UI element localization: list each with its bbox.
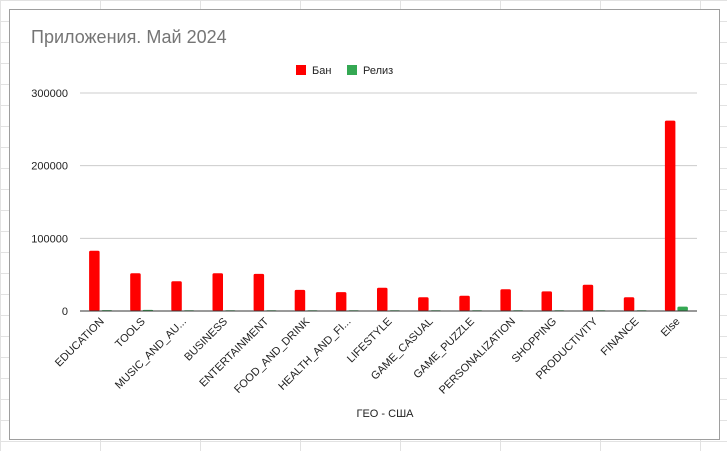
legend-swatch-release	[347, 65, 357, 75]
bar-ban	[335, 292, 347, 311]
bar-ban	[171, 281, 182, 311]
y-tick-label: 100000	[31, 233, 68, 245]
bar-ban	[294, 289, 306, 311]
chart-title: Приложения. Май 2024	[31, 27, 227, 47]
legend-label-release: Релиз	[363, 65, 393, 77]
x-axis-ticks: EDUCATION TOOLSMUSIC_AND_AU...BUSINESSENT…	[53, 315, 683, 396]
x-tick-label: PERSONALIZATION	[437, 316, 518, 397]
x-tick-label: TOOLS	[113, 316, 148, 351]
gridlines	[80, 92, 697, 239]
bar-ban	[582, 284, 594, 311]
x-tick-label: ENTERTAINMENT	[197, 315, 271, 389]
bar-ban	[253, 273, 265, 311]
x-axis-title: ГЕО - США	[357, 408, 415, 420]
y-tick-label: 200000	[31, 161, 68, 173]
x-tick-label: EDUCATION	[53, 316, 107, 370]
bar-ban	[418, 297, 429, 311]
x-tick-label: Else	[659, 316, 683, 340]
x-tick-label: FOOD_AND_DRINK	[232, 315, 313, 396]
chart-card: Приложения. Май 2024 Бан Релиз 0 100000 20…	[9, 9, 720, 440]
bar-release	[677, 306, 688, 311]
bars	[89, 120, 688, 311]
x-tick-label: MUSIC_AND_AU...	[113, 316, 189, 392]
legend[interactable]: Бан Релиз	[296, 65, 393, 77]
legend-label-ban: Бан	[312, 65, 331, 77]
bar-ban	[459, 295, 470, 311]
bar-ban	[377, 287, 388, 311]
bar-ban	[130, 273, 141, 311]
bar-ban	[212, 273, 223, 311]
bar-ban	[500, 289, 511, 311]
bar-ban	[89, 250, 100, 311]
bar-ban	[623, 297, 635, 311]
y-axis-ticks: 0 100000 200000 300000	[31, 88, 68, 318]
bar-chart: Приложения. Май 2024 Бан Релиз 0 100000 20…	[31, 27, 697, 420]
bar-ban	[664, 120, 676, 311]
y-tick-label: 0	[62, 306, 68, 318]
y-tick-label: 300000	[31, 88, 68, 100]
x-tick-label: HEALTH_AND_FI...	[276, 316, 353, 393]
x-tick-label: FINANCE	[599, 316, 642, 359]
legend-swatch-ban	[296, 65, 306, 75]
bar-ban	[541, 291, 552, 311]
